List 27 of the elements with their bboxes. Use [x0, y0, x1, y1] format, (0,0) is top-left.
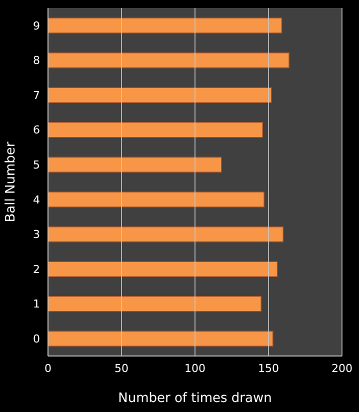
bar — [48, 87, 272, 103]
y-tick-label: 6 — [33, 124, 40, 137]
x-tick-label: 0 — [44, 362, 52, 375]
bar — [48, 192, 264, 208]
y-tick-label: 8 — [33, 54, 40, 68]
bar — [48, 296, 262, 312]
y-tick-label: 4 — [33, 193, 40, 206]
x-axis-title: Number of times drawn — [118, 391, 272, 406]
x-tick-label: 150 — [258, 362, 279, 375]
x-tick-label: 200 — [332, 362, 352, 375]
y-tick-label: 0 — [33, 332, 40, 346]
y-tick-label: 3 — [33, 228, 40, 242]
y-tick-label: 1 — [33, 298, 40, 311]
bar — [48, 18, 282, 34]
y-tick-label: 9 — [33, 19, 40, 32]
bar — [48, 122, 264, 138]
bar — [48, 226, 284, 242]
y-tick-label: 5 — [33, 158, 40, 172]
bar — [48, 156, 222, 173]
y-tick-label: 2 — [33, 262, 40, 276]
bar — [48, 330, 274, 347]
y-tick-label: 7 — [33, 88, 40, 102]
x-tick-label: 50 — [114, 362, 128, 375]
bar — [48, 261, 278, 277]
bar — [48, 52, 290, 68]
x-tick-label: 100 — [184, 362, 206, 375]
y-axis-title: Ball Number — [4, 141, 19, 222]
